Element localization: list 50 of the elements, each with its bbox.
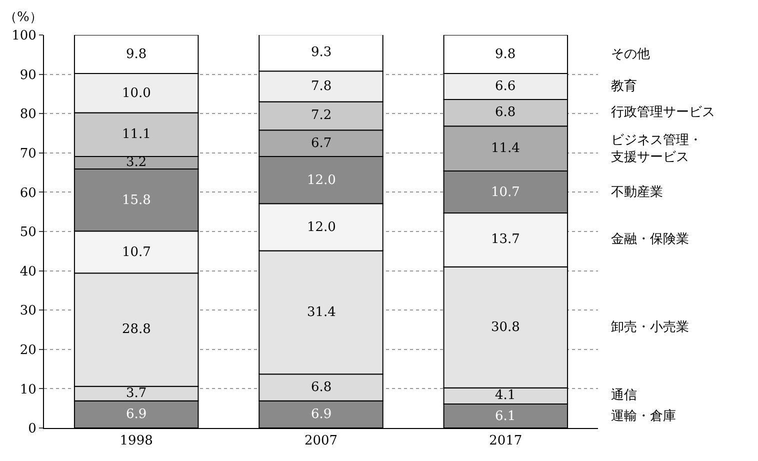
- data-label: 7.2: [311, 108, 332, 123]
- text: 教育: [611, 78, 637, 94]
- data-label: 4.1: [495, 388, 516, 403]
- x-tick-label: 2007: [304, 434, 338, 449]
- y-tick-label: 70: [20, 146, 36, 162]
- y-tick-label: 90: [20, 68, 36, 83]
- data-label: 9.8: [126, 47, 147, 62]
- data-label: 10.7: [122, 245, 151, 260]
- data-label: 6.8: [495, 105, 516, 120]
- text: ビジネス管理・支援サービス: [611, 133, 702, 165]
- text: 行政管理サービス: [611, 105, 715, 120]
- data-label: 11.4: [491, 141, 520, 156]
- data-label: 9.8: [495, 47, 516, 62]
- data-label: 3.7: [126, 386, 147, 401]
- data-label: 10.0: [122, 86, 151, 101]
- y-axis-title: （%）: [4, 10, 42, 25]
- data-label: 30.8: [491, 320, 520, 335]
- data-label: 15.8: [122, 193, 151, 208]
- data-label: 7.8: [311, 79, 332, 94]
- data-label: 9.3: [311, 45, 332, 60]
- text: その他: [611, 47, 650, 62]
- data-label: 6.9: [311, 407, 332, 422]
- data-label: 6.1: [495, 409, 516, 424]
- data-label: 13.7: [491, 232, 520, 247]
- data-label: 12.0: [307, 220, 336, 235]
- data-label: 6.9: [126, 407, 147, 422]
- text: 運輸・倉庫: [611, 408, 676, 424]
- text: 通信: [611, 388, 637, 403]
- text: 不動産業: [611, 184, 663, 200]
- data-label: 10.7: [491, 185, 520, 200]
- y-tick-label: 0: [28, 422, 36, 437]
- text: 金融・保険業: [611, 232, 689, 247]
- data-label: 28.8: [122, 322, 151, 337]
- y-tick-label: 30: [20, 304, 36, 319]
- data-label: 11.1: [122, 127, 151, 142]
- y-tick-label: 60: [20, 186, 36, 201]
- data-label: 12.0: [307, 173, 336, 188]
- data-label: 6.7: [311, 136, 332, 151]
- x-tick-label: 2017: [489, 434, 522, 449]
- y-tick-label: 50: [20, 225, 36, 240]
- y-tick-label: 10: [20, 382, 36, 398]
- y-tick-label: 20: [20, 342, 36, 358]
- data-label: 31.4: [307, 305, 336, 320]
- y-tick-label: 100: [12, 28, 36, 44]
- data-label: 6.8: [311, 380, 332, 395]
- y-tick-label: 40: [20, 264, 36, 280]
- y-tick-label: 80: [20, 107, 36, 122]
- data-label: 6.6: [495, 79, 516, 94]
- x-tick-label: 1998: [120, 434, 153, 449]
- text: 卸売・小売業: [611, 320, 689, 335]
